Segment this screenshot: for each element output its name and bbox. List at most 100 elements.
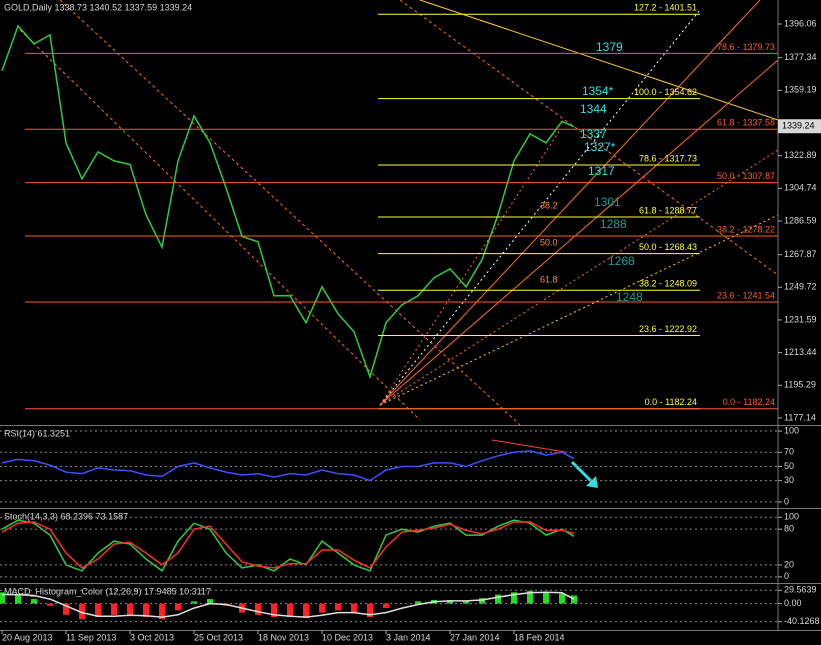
histogram-bar xyxy=(447,599,453,604)
annotation: 1327* xyxy=(584,140,616,154)
histogram-bar xyxy=(207,599,213,604)
annotation: 1354* xyxy=(582,84,614,98)
fib-label: 0.0 - 1182.24 xyxy=(645,397,697,407)
fib-label: 78.6 - 1379.73 xyxy=(717,42,775,52)
fib-label: 78.6 - 1317.73 xyxy=(639,153,697,163)
series-line xyxy=(1,519,575,573)
annotation: 50.0 xyxy=(540,237,558,247)
y-tick-label: 0.00 xyxy=(784,598,802,608)
y-tick-label: 80 xyxy=(784,524,794,534)
histogram-bar xyxy=(383,603,389,609)
annotation: 1288 xyxy=(600,217,627,231)
trend-line xyxy=(59,0,521,426)
histogram-bar xyxy=(367,603,373,618)
y-tick-label: 100 xyxy=(784,425,799,435)
fan-line xyxy=(379,149,779,406)
series-line xyxy=(2,591,575,618)
y-tick-label: -40.1268 xyxy=(784,616,820,626)
fib-label: 38.2 - 1248.09 xyxy=(639,279,697,289)
histogram-bar xyxy=(479,598,485,604)
divergence-line xyxy=(491,439,566,453)
y-tick-label: 1195.29 xyxy=(784,380,816,390)
y-tick-label: 1286.59 xyxy=(784,215,817,225)
frame xyxy=(0,0,821,631)
panel-title: MACD_Histogram_Color (12,26,9) 17.9485 1… xyxy=(4,586,211,596)
histogram-bar xyxy=(47,603,53,606)
y-tick-label: 1377.34 xyxy=(784,52,817,62)
histogram-bar xyxy=(351,603,357,613)
histogram-bar xyxy=(319,603,325,613)
histogram-bar xyxy=(527,590,533,604)
histogram-bar xyxy=(303,603,309,618)
annotation: 61.8 xyxy=(540,274,558,284)
y-tick-label: 1231.59 xyxy=(784,314,817,324)
y-tick-label: 1213.44 xyxy=(784,347,817,357)
y-tick-label: 1304.74 xyxy=(784,183,817,193)
y-tick-label: 0 xyxy=(784,571,789,581)
x-tick-label: 27 Jan 2014 xyxy=(450,632,500,642)
histogram-bar xyxy=(111,603,117,615)
histogram-bar xyxy=(255,603,261,615)
y-tick-label: 1267.87 xyxy=(784,249,817,259)
histogram-bar xyxy=(271,603,277,618)
fib-label: 127.2 - 1401.51 xyxy=(634,3,697,13)
fib-label: 38.2 - 1278.22 xyxy=(717,224,775,234)
histogram-bar xyxy=(15,594,21,604)
annotation: 1301 xyxy=(594,195,621,209)
histogram-bar xyxy=(175,603,181,611)
y-tick-label: 1177.14 xyxy=(784,412,816,422)
x-tick-label: 20 Aug 2013 xyxy=(2,632,53,642)
y-tick-label: 100 xyxy=(784,512,799,522)
x-tick-label: 11 Sep 2013 xyxy=(66,632,116,642)
annotation: 1317 xyxy=(588,164,615,178)
annotation: 1344 xyxy=(580,102,607,116)
x-tick-label: 25 Oct 2013 xyxy=(194,632,243,642)
histogram-bar xyxy=(415,601,421,604)
histogram-bar xyxy=(127,603,133,615)
histogram-bar xyxy=(495,594,501,604)
drawings xyxy=(19,0,779,488)
fan-line xyxy=(379,59,779,406)
histogram-bar xyxy=(335,603,341,611)
annotation: 1248 xyxy=(616,290,643,304)
x-tick-label: 18 Nov 2013 xyxy=(258,632,309,642)
histogram-bar xyxy=(159,603,165,620)
fib-label: 50.0 - 1268.43 xyxy=(639,242,697,252)
y-tick-label: 1359.19 xyxy=(784,85,817,95)
x-tick-label: 3 Jan 2014 xyxy=(386,632,431,642)
x-tick-label: 10 Dec 2013 xyxy=(322,632,373,642)
annotation: 1337 xyxy=(580,127,607,141)
fib-label: 100.0 - 1354.62 xyxy=(634,87,697,97)
x-tick-label: 3 Oct 2013 xyxy=(130,632,174,642)
price-label: 1339.24 xyxy=(782,121,815,131)
histogram-bar xyxy=(543,592,549,604)
price-box xyxy=(778,119,821,134)
histogram-bar xyxy=(463,600,469,604)
x-tick-label: 18 Feb 2014 xyxy=(514,632,565,642)
histogram-bar xyxy=(0,592,5,604)
panel-title: Stoch(14,3,3) 68.2396 73.1587 xyxy=(4,511,128,521)
series-line xyxy=(1,521,575,569)
arrow-head xyxy=(586,476,598,488)
histogram-bar xyxy=(287,603,293,618)
fib-label: 23.6 - 1222.92 xyxy=(639,324,697,334)
fib-label: 23.6 - 1241.54 xyxy=(717,290,775,300)
fan-line xyxy=(379,214,779,406)
fib-label: 61.8 - 1337.58 xyxy=(717,118,775,128)
histogram-bar xyxy=(63,603,69,615)
y-tick-label: 29.5639 xyxy=(784,585,817,595)
annotation: 1379 xyxy=(596,40,623,54)
histogram-bar xyxy=(511,592,517,604)
histogram-bar xyxy=(95,603,101,618)
histogram-bar xyxy=(79,603,85,620)
panel-title: GOLD,Daily 1338.73 1340.52 1337.59 1339.… xyxy=(4,2,192,12)
fan-line xyxy=(379,0,761,406)
annotation: 1268 xyxy=(608,254,635,268)
y-tick-label: 1396.06 xyxy=(784,18,817,28)
y-tick-label: 1249.72 xyxy=(784,282,817,292)
series-line xyxy=(1,24,575,380)
histogram-bar xyxy=(571,595,577,604)
panel-title: RSI(14) 61.3251 xyxy=(4,428,70,438)
